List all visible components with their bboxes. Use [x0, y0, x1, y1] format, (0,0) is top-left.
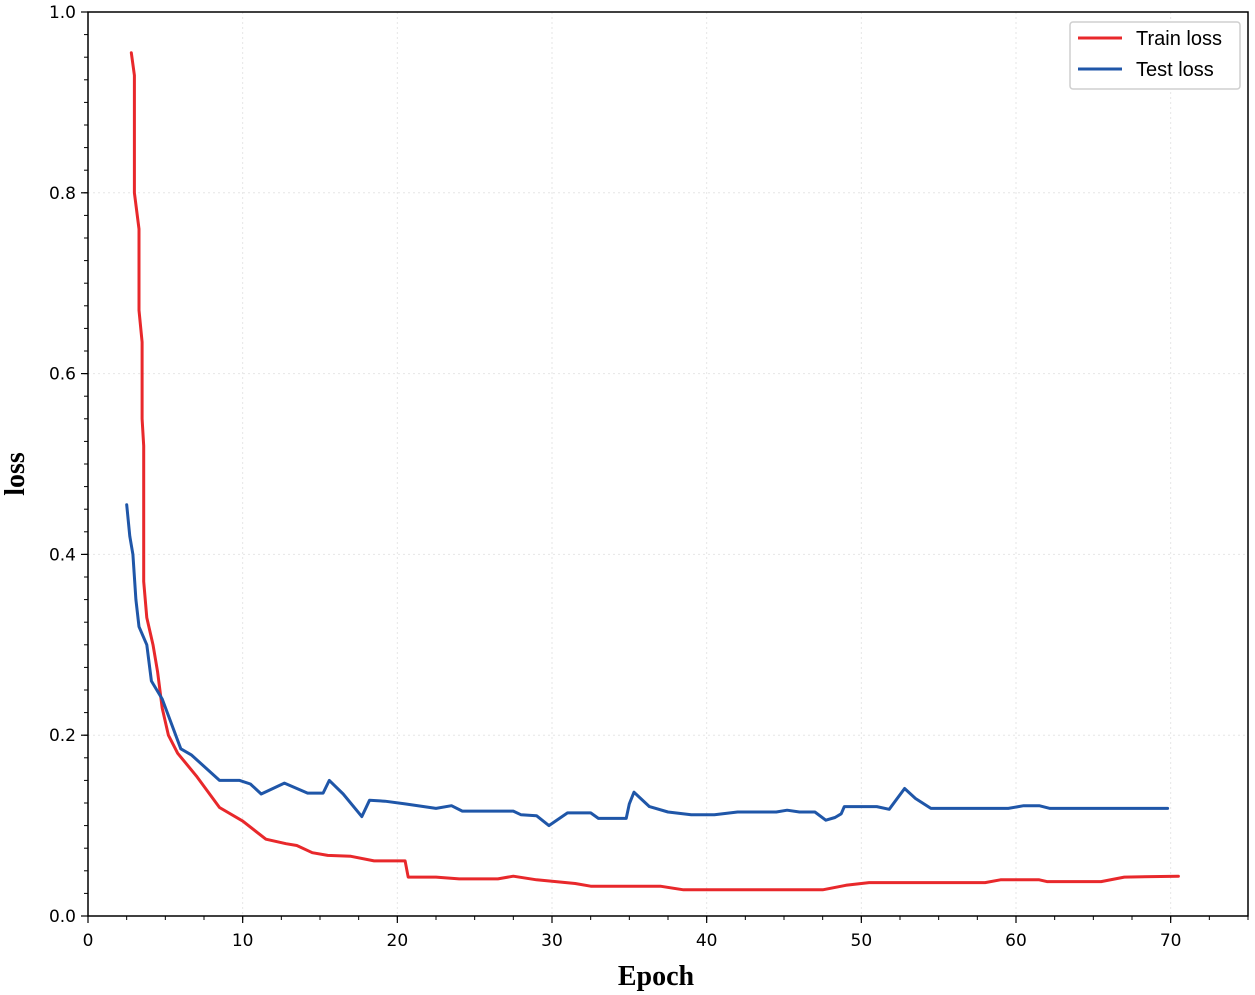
- plot-frame: [87, 11, 1249, 917]
- x-tick-label: 40: [696, 931, 718, 951]
- x-tick-label: 20: [387, 931, 409, 951]
- x-tick-label: 0: [83, 931, 94, 951]
- legend-label-test-loss: Test loss: [1136, 59, 1214, 81]
- x-axis-title: Epoch: [618, 961, 695, 992]
- x-tick-label: 60: [1005, 931, 1027, 951]
- y-tick-label: 0.0: [49, 907, 76, 927]
- series-line-train-loss: [129, 51, 1180, 892]
- axis-ticks: 0 10 20 30 40 50 60 70 0.0 0.2 0.4 0.6 0.8 1.0: [49, 3, 1249, 951]
- grid: [88, 12, 1248, 916]
- legend: Train loss Test loss: [1069, 21, 1241, 90]
- y-axis-title: loss: [0, 452, 31, 496]
- y-tick-label: 0.2: [49, 726, 76, 746]
- y-tick-label: 0.6: [49, 365, 76, 385]
- x-tick-label: 30: [541, 931, 563, 951]
- x-tick-label: 50: [851, 931, 873, 951]
- y-tick-label: 1.0: [49, 3, 76, 23]
- legend-label-train-loss: Train loss: [1136, 28, 1222, 50]
- series-lines: [125, 51, 1180, 892]
- x-tick-label: 10: [232, 931, 254, 951]
- series-line-test-loss: [125, 503, 1170, 828]
- y-tick-label: 0.8: [49, 184, 76, 204]
- x-tick-label: 70: [1160, 931, 1182, 951]
- y-tick-label: 0.4: [49, 545, 76, 565]
